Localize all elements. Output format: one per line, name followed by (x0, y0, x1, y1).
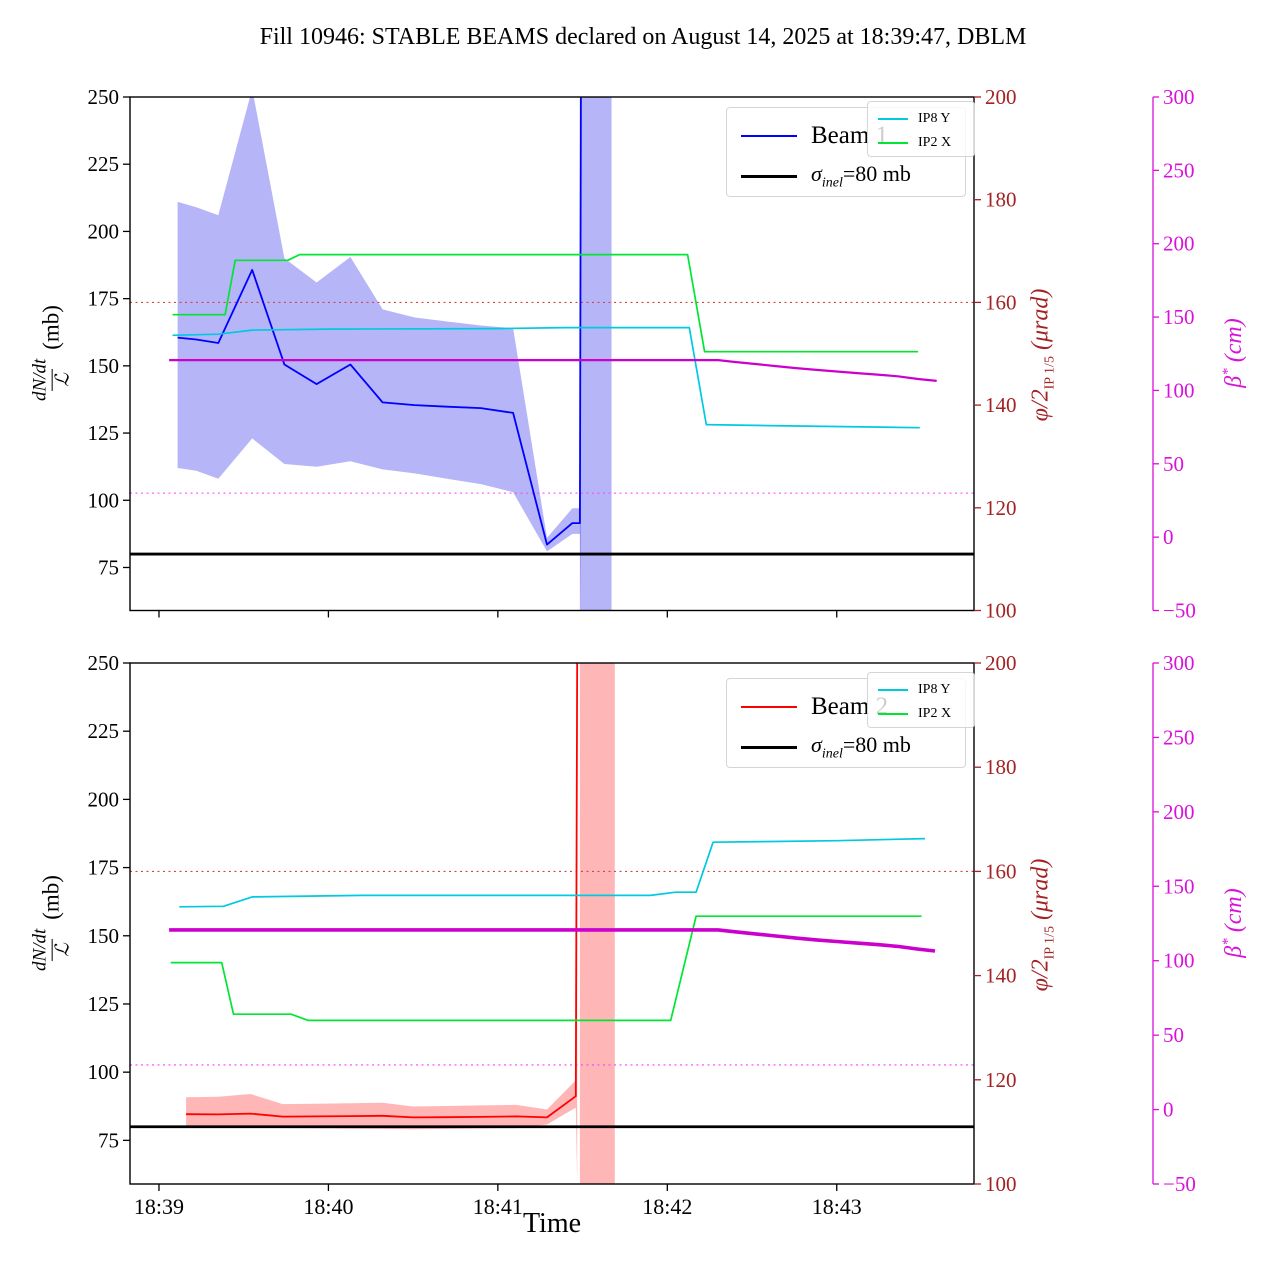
beam2-frame (129, 662, 975, 1185)
beta-tick-label: 300 (1163, 85, 1195, 109)
x-tick-label: 18:43 (812, 1194, 862, 1219)
phi-tick-label: 160 (985, 290, 1017, 314)
left-tick-label: 75 (98, 555, 119, 579)
sigma-line-sample (741, 745, 797, 749)
beta-axis-label-top: β* (cm) (1220, 318, 1247, 388)
left-tick-label: 75 (98, 1128, 119, 1152)
beta-tick-label: 150 (1163, 874, 1195, 898)
crossing-angle-legend-top: IP8 Y IP2 X (867, 101, 975, 157)
left-tick-label: 175 (88, 287, 120, 311)
phi-tick-label: 100 (985, 599, 1017, 623)
beam2-beta-star-line (169, 928, 936, 953)
beta-tick-label: 250 (1163, 725, 1195, 749)
phi-tick-label: 100 (985, 1172, 1017, 1196)
phi-tick-label: 200 (985, 85, 1017, 109)
crossing-angle-legend-bottom: IP8 Y IP2 X (867, 672, 975, 728)
left-tick-label: 200 (88, 219, 120, 243)
beta-tick-label: 300 (1163, 651, 1195, 675)
beam1-frame (129, 96, 975, 612)
phi-tick-label: 160 (985, 859, 1017, 883)
beta-axis-label-bottom: β* (cm) (1220, 888, 1247, 958)
left-tick-label: 250 (88, 651, 120, 675)
legend-entry-ip2x: IP2 X (878, 131, 974, 155)
beam1-line-sample (741, 135, 797, 137)
beta-tick-label: 100 (1163, 378, 1195, 402)
beta-tick-label: 250 (1163, 158, 1195, 182)
beam2-ip2-x-line (170, 915, 922, 1022)
left-tick-label: 225 (88, 719, 120, 743)
beta-tick-label: 150 (1163, 305, 1195, 329)
phi-tick-label: 140 (985, 393, 1017, 417)
phi-tick-label: 180 (985, 188, 1017, 212)
beam1-beta-star-line (169, 359, 937, 382)
legend-entry-ip8y: IP8 Y (878, 678, 974, 702)
x-tick-label: 18:41 (473, 1194, 523, 1219)
phi-tick-label: 200 (985, 651, 1017, 675)
beta-tick-label: 100 (1163, 949, 1195, 973)
left-tick-label: 200 (88, 787, 120, 811)
dndt-over-lumi-fraction: dN/dt ℒ (29, 358, 75, 401)
beam2-ip8-y-line (179, 837, 925, 908)
beam2-saturation-vspan (579, 663, 615, 1184)
dndt-over-lumi-fraction: dN/dt ℒ (29, 928, 75, 971)
left-tick-label: 100 (88, 488, 120, 512)
beam1-saturation-vspan (579, 97, 612, 611)
left-tick-label: 250 (88, 85, 120, 109)
beam1-left-axis-label: dN/dt ℒ (mb) (29, 305, 75, 401)
beta-tick-label: −50 (1163, 599, 1196, 623)
sigma-line-sample (741, 174, 797, 178)
beta-tick-label: 0 (1163, 1098, 1174, 1122)
legend-entry-sigma-inel: σinel=80 mb (741, 727, 965, 767)
ip8y-line-sample (878, 118, 908, 120)
beta-tick-label: 50 (1163, 452, 1184, 476)
phi-tick-label: 120 (985, 496, 1017, 520)
x-axis-label: Time (522, 1208, 582, 1239)
x-tick-label: 18:39 (134, 1194, 184, 1219)
beam1-ip2-x-line (172, 253, 919, 353)
ip2x-line-sample (878, 713, 908, 715)
left-tick-label: 150 (88, 924, 120, 948)
legend-entry-sigma-inel: σinel=80 mb (741, 156, 965, 196)
beta-tick-label: 200 (1163, 800, 1195, 824)
beam2-beam2-line (186, 663, 579, 1119)
beam1-ip8-y-line (172, 326, 920, 429)
x-tick-label: 18:40 (303, 1194, 353, 1219)
beam2-line-sample (741, 706, 797, 708)
left-tick-label: 125 (88, 992, 120, 1016)
left-tick-label: 100 (88, 1060, 120, 1084)
x-tick-label: 18:42 (642, 1194, 692, 1219)
beam1-beam1-line (177, 97, 582, 546)
beta-tick-label: −50 (1163, 1172, 1196, 1196)
legend-entry-ip2x: IP2 X (878, 702, 974, 726)
beam1-uncertainty-band (177, 97, 581, 611)
beta-tick-label: 50 (1163, 1023, 1184, 1047)
legend-entry-ip8y: IP8 Y (878, 107, 974, 131)
ip2x-line-sample (878, 142, 908, 144)
left-tick-label: 150 (88, 354, 120, 378)
left-tick-label: 225 (88, 152, 120, 176)
left-tick-label: 125 (88, 421, 120, 445)
beta-tick-label: 200 (1163, 232, 1195, 256)
phi-axis-label-bottom: φ/2IP 1/5 (μrad) (1027, 858, 1058, 992)
phi-tick-label: 180 (985, 755, 1017, 779)
phi-axis-label-top: φ/2IP 1/5 (μrad) (1027, 288, 1058, 422)
beam2-uncertainty-band (186, 663, 578, 1184)
beam2-left-axis-label: dN/dt ℒ (mb) (29, 875, 75, 971)
phi-tick-label: 120 (985, 1068, 1017, 1092)
left-tick-label: 175 (88, 856, 120, 880)
ip8y-line-sample (878, 689, 908, 691)
beta-tick-label: 0 (1163, 525, 1174, 549)
figure-title: Fill 10946: STABLE BEAMS declared on Aug… (259, 24, 1027, 50)
phi-tick-label: 140 (985, 964, 1017, 988)
